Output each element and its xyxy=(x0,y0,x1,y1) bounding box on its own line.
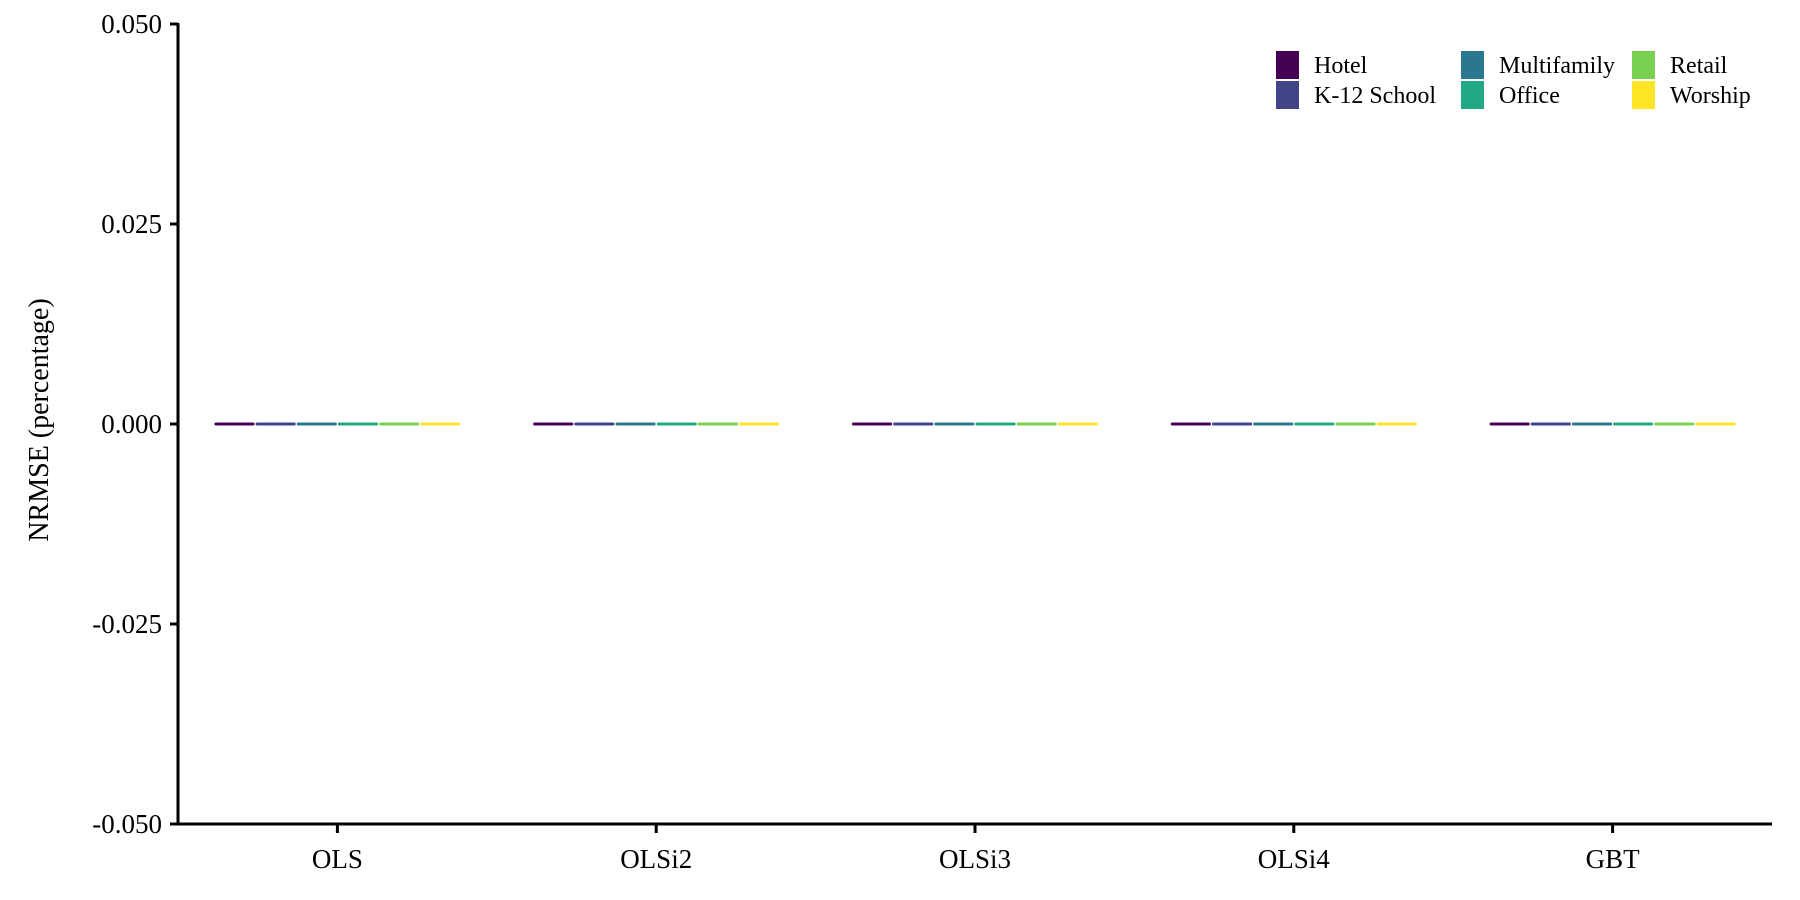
bar-k-12-school-olsi2 xyxy=(574,422,615,426)
bar-k-12-school-olsi3 xyxy=(893,422,934,426)
legend-label-hotel: Hotel xyxy=(1314,53,1368,79)
x-tick-label: GBT xyxy=(1586,844,1641,874)
bar-worship-ols xyxy=(420,422,461,426)
y-tick-label: 0.050 xyxy=(101,9,162,39)
bar-office-olsi4 xyxy=(1294,422,1335,426)
legend-label-worship: Worship xyxy=(1670,83,1751,109)
bar-k-12-school-gbt xyxy=(1530,422,1571,426)
bar-office-ols xyxy=(337,422,379,426)
legend-label-multifamily: Multifamily xyxy=(1499,53,1615,79)
bar-hotel-olsi2 xyxy=(533,422,574,426)
bar-k-12-school-olsi4 xyxy=(1211,422,1253,426)
bar-hotel-olsi4 xyxy=(1170,422,1211,426)
bar-multifamily-ols xyxy=(296,422,337,426)
legend-swatch-k-12-school xyxy=(1276,81,1299,109)
bar-office-olsi3 xyxy=(975,422,1016,426)
bar-worship-gbt xyxy=(1695,422,1736,426)
bars xyxy=(214,422,1736,426)
legend-label-k-12-school: K-12 School xyxy=(1314,83,1436,109)
y-tick-label: -0.050 xyxy=(92,809,162,839)
bar-multifamily-olsi2 xyxy=(615,422,656,426)
x-tick-label: OLS xyxy=(312,844,363,874)
legend-label-office: Office xyxy=(1499,83,1560,109)
bar-retail-olsi3 xyxy=(1016,422,1057,426)
y-tick-label: 0.025 xyxy=(101,209,162,239)
axes: -0.050 -0.025 0.000 0.025 0.050 OLS OLSi2 OLSi3… xyxy=(92,9,1772,874)
bar-worship-olsi2 xyxy=(739,422,780,426)
legend-swatch-multifamily xyxy=(1461,51,1484,79)
bar-worship-olsi4 xyxy=(1376,422,1417,426)
bar-hotel-gbt xyxy=(1489,422,1530,426)
legend-swatch-hotel xyxy=(1276,51,1299,79)
y-axis-title: NRMSE (percentage) xyxy=(24,298,55,541)
bar-retail-olsi2 xyxy=(697,422,739,426)
bar-office-gbt xyxy=(1613,422,1654,426)
x-tick-label: OLSi2 xyxy=(620,844,692,874)
bar-worship-olsi3 xyxy=(1057,422,1099,426)
bar-multifamily-olsi3 xyxy=(934,422,975,426)
bar-multifamily-olsi4 xyxy=(1253,422,1294,426)
bar-retail-gbt xyxy=(1654,422,1695,426)
bar-multifamily-gbt xyxy=(1571,422,1613,426)
bar-hotel-ols xyxy=(214,422,255,426)
bar-office-olsi2 xyxy=(656,422,697,426)
bar-hotel-olsi3 xyxy=(851,422,893,426)
y-tick-label: -0.025 xyxy=(92,609,162,639)
legend-label-retail: Retail xyxy=(1670,53,1728,79)
legend-swatch-retail xyxy=(1632,51,1655,79)
bar-retail-ols xyxy=(379,422,420,426)
legend-swatch-worship xyxy=(1632,81,1655,109)
y-tick-label: 0.000 xyxy=(101,409,162,439)
bar-k-12-school-ols xyxy=(255,422,296,426)
legend: Hotel K-12 School Multifamily Office Retail W… xyxy=(1276,51,1751,109)
x-tick-label: OLSi3 xyxy=(939,844,1011,874)
legend-swatch-office xyxy=(1461,81,1484,109)
bar-retail-olsi4 xyxy=(1335,422,1376,426)
x-tick-label: OLSi4 xyxy=(1258,844,1331,874)
